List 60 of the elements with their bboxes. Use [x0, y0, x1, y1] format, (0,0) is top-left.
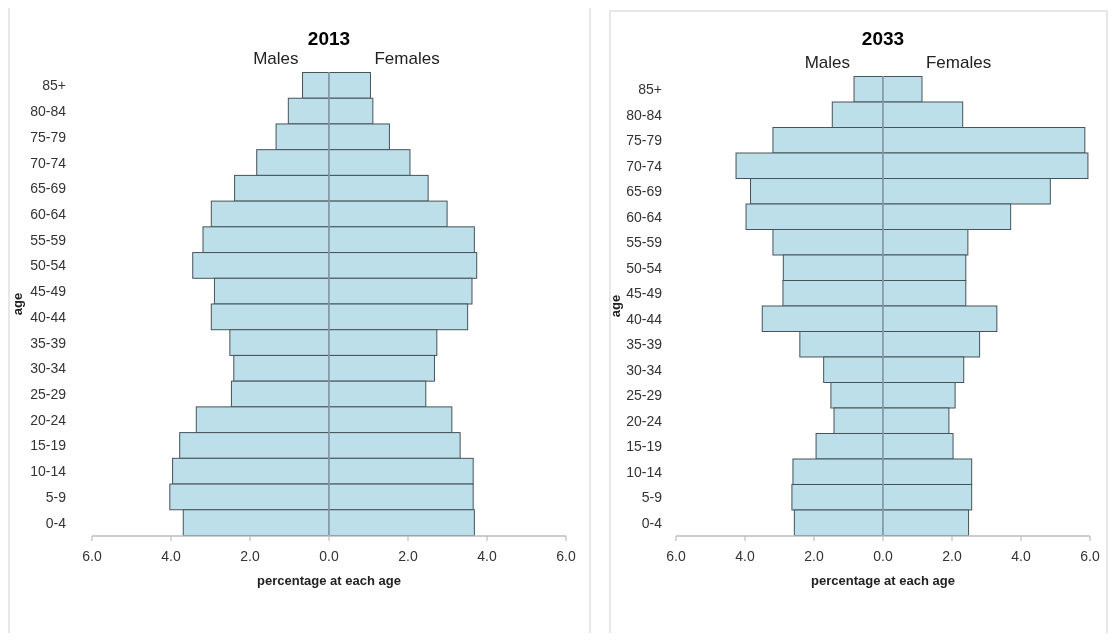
x-tick-label: 6.0	[1080, 548, 1100, 564]
y-tick-label: 55-59	[30, 231, 67, 248]
y-tick-label: 40-44	[30, 308, 67, 325]
y-tick-label: 65-69	[30, 180, 67, 197]
x-tick-label: 2.0	[240, 548, 260, 564]
x-tick-label: 4.0	[477, 548, 497, 564]
x-tick-label: 4.0	[735, 548, 755, 564]
y-tick-label: 0-4	[641, 514, 663, 531]
y-tick-label: 20-24	[30, 411, 67, 428]
y-tick-label: 15-19	[626, 438, 663, 455]
y-tick-label: 60-64	[30, 205, 67, 222]
y-axis-title: age	[608, 294, 623, 318]
y-tick-label: 80-84	[626, 106, 663, 123]
y-tick-label: 80-84	[30, 103, 67, 120]
x-tick-label: 2.0	[942, 548, 962, 564]
y-tick-label: 70-74	[30, 154, 67, 171]
x-tick-label: 6.0	[82, 548, 102, 564]
y-tick-label: 30-34	[626, 361, 663, 378]
x-tick-label: 4.0	[1011, 548, 1031, 564]
y-tick-label: 60-64	[626, 208, 663, 225]
x-axis-title: percentage at each age	[811, 573, 955, 588]
x-tick-label: 2.0	[398, 548, 418, 564]
x-tick-label: 6.0	[556, 548, 576, 564]
y-tick-label: 65-69	[626, 183, 663, 200]
y-tick-label: 25-29	[626, 387, 663, 404]
series-label: Males	[804, 53, 851, 72]
x-tick-label: 6.0	[666, 548, 686, 564]
series-label: Females	[925, 53, 992, 72]
y-tick-label: 0-4	[45, 514, 67, 531]
y-tick-label: 15-19	[30, 437, 67, 454]
y-tick-label: 10-14	[626, 463, 663, 480]
y-tick-label: 45-49	[626, 285, 663, 302]
y-tick-label: 35-39	[30, 334, 67, 351]
y-tick-label: 40-44	[626, 310, 663, 327]
x-tick-label: 0.0	[319, 548, 339, 564]
chart-title: 2033	[861, 28, 905, 49]
y-tick-label: 50-54	[30, 257, 67, 274]
y-tick-label: 10-14	[30, 463, 67, 480]
y-axis-title: age	[10, 292, 25, 316]
y-tick-label: 55-59	[626, 234, 663, 251]
y-tick-label: 20-24	[626, 412, 663, 429]
y-tick-label: 85+	[42, 77, 66, 94]
y-tick-label: 85+	[638, 81, 662, 98]
series-label: Females	[374, 49, 440, 68]
chart-title: 2013	[307, 28, 351, 49]
y-tick-label: 35-39	[626, 336, 663, 353]
x-axis-title: percentage at each age	[257, 573, 401, 588]
series-label: Males	[253, 49, 299, 68]
y-tick-label: 50-54	[626, 259, 663, 276]
y-tick-label: 30-34	[30, 360, 67, 377]
y-tick-label: 5-9	[45, 488, 67, 505]
x-tick-label: 0.0	[873, 548, 893, 564]
y-tick-label: 70-74	[626, 157, 663, 174]
y-tick-label: 25-29	[30, 386, 67, 403]
x-tick-label: 4.0	[161, 548, 181, 564]
y-tick-label: 75-79	[30, 128, 67, 145]
y-tick-label: 5-9	[641, 489, 663, 506]
x-tick-label: 2.0	[804, 548, 824, 564]
y-tick-label: 45-49	[30, 283, 67, 300]
y-tick-label: 75-79	[626, 132, 663, 149]
